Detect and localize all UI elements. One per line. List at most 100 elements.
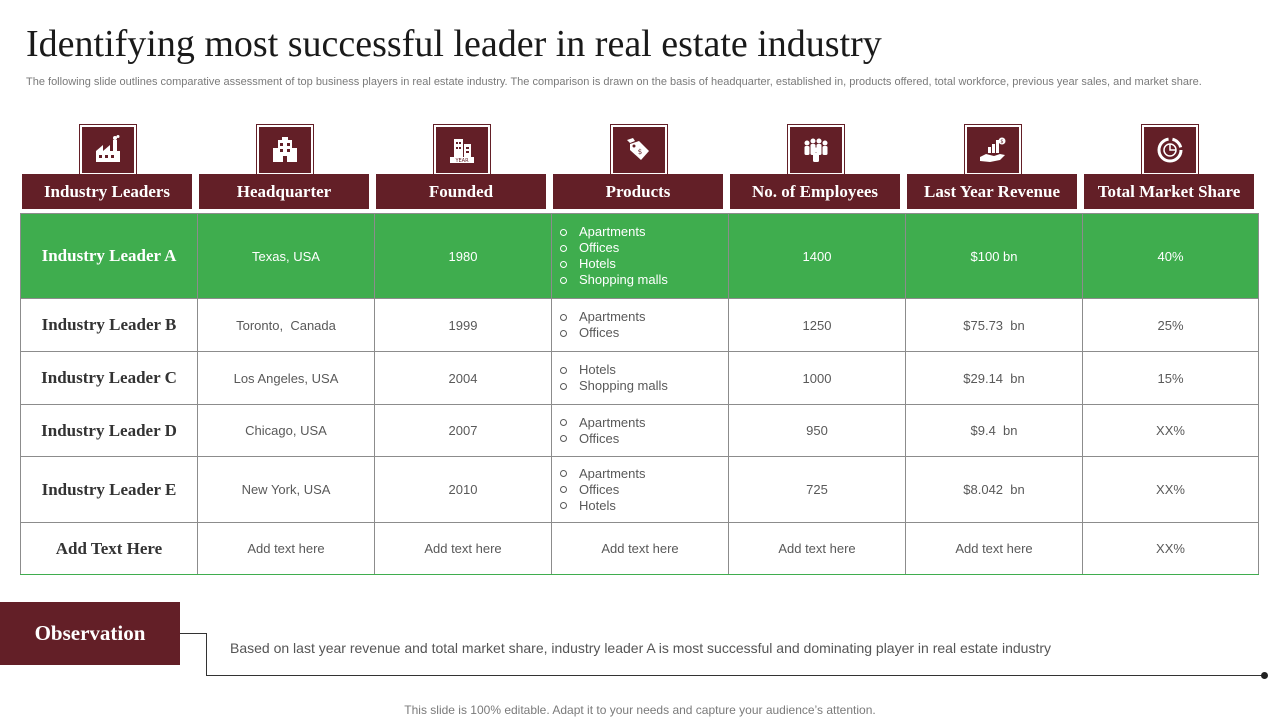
leader-name: Industry Leader D — [20, 404, 198, 457]
employees-cell: 950 — [728, 404, 906, 457]
products-cell: Hotels Shopping malls — [551, 351, 729, 405]
column-header-market-share: Total Market Share — [1084, 124, 1254, 210]
column-label: No. of Employees — [730, 174, 900, 209]
revenue-cell: Add text here — [905, 522, 1083, 575]
founded-cell: 2007 — [374, 404, 552, 457]
list-item: Shopping malls — [560, 272, 728, 288]
observation-label: Observation — [0, 602, 180, 665]
founded-cell: 1980 — [374, 213, 552, 299]
revenue-cell: $29.14 bn — [905, 351, 1083, 405]
observation-text: Based on last year revenue and total mar… — [230, 640, 1051, 656]
column-header-headquarter: Headquarter — [199, 124, 369, 210]
column-label: Last Year Revenue — [907, 174, 1077, 209]
products-cell: Add text here — [551, 522, 729, 575]
connector-dot — [1261, 672, 1268, 679]
market-share-cell: 40% — [1082, 213, 1259, 299]
list-item: Offices — [560, 431, 728, 447]
product-label: Apartments — [579, 224, 646, 239]
year-building-icon: YEAR — [433, 124, 491, 176]
column-header-products: $ Products — [553, 124, 723, 210]
revenue-cell: $8.042 bn — [905, 456, 1083, 523]
revenue-hand-icon: $ — [964, 124, 1022, 176]
list-item: Apartments — [560, 309, 728, 325]
product-label: Apartments — [579, 465, 646, 481]
founded-cell: 2004 — [374, 351, 552, 405]
circle-bullet-icon — [560, 244, 567, 252]
products-cell: Apartments Offices Hotels Shopping malls — [551, 213, 729, 299]
headquarter-cell: Toronto, Canada — [197, 298, 375, 352]
revenue-cell: $9.4 bn — [905, 404, 1083, 457]
headquarter-cell: Add text here — [197, 522, 375, 575]
price-tag-icon: $ — [610, 124, 668, 176]
headquarter-cell: Los Angeles, USA — [197, 351, 375, 405]
market-share-cell: XX% — [1082, 404, 1259, 457]
products-list: Apartments Offices — [552, 309, 728, 341]
table-row: Industry Leader B Toronto, Canada 1999 A… — [20, 298, 1259, 352]
list-item: Hotels — [560, 498, 728, 514]
product-label: Hotels — [579, 362, 616, 377]
product-label: Apartments — [579, 309, 646, 324]
footer-note: This slide is 100% editable. Adapt it to… — [404, 703, 876, 717]
svg-text:$: $ — [1000, 139, 1003, 145]
svg-text:YEAR: YEAR — [454, 158, 469, 164]
employees-cell: Add text here — [728, 522, 906, 575]
circle-bullet-icon — [560, 276, 567, 284]
product-label: Shopping malls — [579, 272, 668, 287]
product-label: Hotels — [579, 497, 616, 513]
column-header-revenue: $ Last Year Revenue — [907, 124, 1077, 210]
circle-bullet-icon — [560, 228, 567, 236]
list-item: Shopping malls — [560, 378, 728, 394]
headquarter-cell: Texas, USA — [197, 213, 375, 299]
circle-bullet-icon — [560, 382, 567, 390]
leader-name: Industry Leader E — [20, 456, 198, 523]
column-label: Total Market Share — [1084, 174, 1254, 209]
column-label: Founded — [376, 174, 546, 209]
building-icon — [256, 124, 314, 176]
products-cell: Apartments Offices — [551, 298, 729, 352]
page-subtitle: The following slide outlines comparative… — [26, 76, 1202, 88]
people-group-icon — [787, 124, 845, 176]
product-label: Hotels — [579, 256, 616, 271]
product-label: Offices — [579, 481, 620, 497]
market-share-cell: 25% — [1082, 298, 1259, 352]
table-row: Industry Leader E New York, USA 2010 Apa… — [20, 456, 1259, 523]
factory-icon — [79, 124, 137, 176]
table-row: Add Text Here Add text here Add text her… — [20, 522, 1259, 575]
leader-name: Add Text Here — [20, 522, 198, 575]
list-item: Apartments — [560, 224, 728, 240]
employees-cell: 1000 — [728, 351, 906, 405]
list-item: Offices — [560, 240, 728, 256]
column-label: Headquarter — [199, 174, 369, 209]
leader-name: Industry Leader A — [20, 213, 198, 299]
headquarter-cell: Chicago, USA — [197, 404, 375, 457]
leader-name: Industry Leader B — [20, 298, 198, 352]
product-label: Apartments — [579, 414, 646, 430]
employees-cell: 1400 — [728, 213, 906, 299]
product-label: Shopping malls — [579, 378, 668, 393]
circle-bullet-icon — [560, 366, 567, 374]
employees-cell: 1250 — [728, 298, 906, 352]
list-item: Offices — [560, 482, 728, 498]
headquarter-cell: New York, USA — [197, 456, 375, 523]
product-label: Offices — [579, 430, 620, 446]
products-list: Apartments Offices — [552, 415, 728, 447]
connector-line — [206, 633, 207, 676]
circle-bullet-icon — [560, 470, 567, 477]
products-list: Apartments Offices Hotels Shopping malls — [552, 224, 728, 288]
products-cell: Apartments Offices Hotels — [551, 456, 729, 523]
products-cell: Apartments Offices — [551, 404, 729, 457]
list-item: Hotels — [560, 256, 728, 272]
market-share-cell: 15% — [1082, 351, 1259, 405]
product-label: Offices — [579, 240, 620, 255]
product-label: Offices — [579, 325, 620, 340]
circle-bullet-icon — [560, 486, 567, 493]
founded-cell: Add text here — [374, 522, 552, 575]
founded-cell: 2010 — [374, 456, 552, 523]
leader-name: Industry Leader C — [20, 351, 198, 405]
donut-chart-icon — [1141, 124, 1199, 176]
connector-line — [206, 675, 1264, 676]
column-label: Industry Leaders — [22, 174, 192, 209]
revenue-cell: $75.73 bn — [905, 298, 1083, 352]
market-share-cell: XX% — [1082, 522, 1259, 575]
column-header-founded: YEAR Founded — [376, 124, 546, 210]
